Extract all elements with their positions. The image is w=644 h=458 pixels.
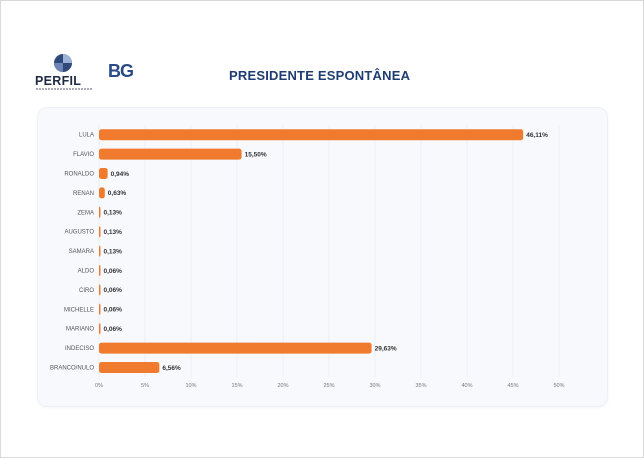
x-tick-label: 25% (323, 383, 334, 389)
bar (99, 303, 101, 315)
value-label: 15,50% (245, 151, 267, 158)
value-label: 0,13% (104, 210, 123, 217)
perfil-tagline (36, 88, 92, 90)
value-label: 0,63% (108, 190, 127, 197)
bg-logo-text: BG (108, 61, 133, 81)
perfil-wordmark: PERFIL (35, 74, 82, 88)
bar (99, 148, 242, 160)
perfil-globe-icon (54, 54, 72, 72)
value-label: 0,06% (104, 326, 123, 333)
x-tick-label: 50% (553, 383, 564, 389)
value-label: 0,06% (104, 307, 123, 314)
category-label: CIRO (79, 288, 94, 294)
bar (99, 129, 524, 141)
bar (99, 245, 101, 257)
x-tick-label: 10% (185, 383, 196, 389)
bar (99, 284, 101, 296)
category-label: ALDO (78, 269, 95, 275)
bar (99, 362, 160, 373)
x-tick-label: 45% (507, 383, 518, 389)
bar (99, 323, 101, 335)
bar (99, 265, 101, 276)
value-label: 0,06% (104, 287, 123, 294)
value-label: 0,13% (104, 248, 123, 255)
category-label: FLAVIO (73, 152, 94, 158)
x-tick-label: 0% (95, 383, 103, 389)
category-label: SAMARA (69, 249, 94, 255)
category-label: BRANCO/NULO (50, 366, 94, 372)
category-label: LULA (79, 133, 94, 139)
bar (99, 226, 101, 238)
bar (99, 342, 372, 354)
value-label: 46,11% (526, 132, 548, 139)
x-tick-label: 5% (141, 383, 149, 389)
value-label: 29,63% (375, 345, 397, 352)
value-label: 6,56% (162, 365, 181, 372)
perfil-logo: PERFIL (35, 53, 93, 93)
category-label: MARIANO (66, 327, 94, 333)
category-label: ZEMA (77, 210, 94, 216)
category-label: MICHELLE (64, 307, 94, 313)
bar (99, 168, 108, 179)
value-label: 0,13% (104, 229, 123, 236)
category-label: AUGUSTO (64, 230, 94, 236)
category-label: RENAN (73, 191, 94, 197)
bar (99, 206, 101, 218)
value-label: 0,94% (111, 171, 130, 178)
x-tick-label: 35% (415, 383, 426, 389)
x-tick-label: 30% (369, 383, 380, 389)
chart-title: PRESIDENTE ESPONTÂNEA (229, 68, 411, 83)
bar (99, 187, 105, 199)
category-label: RONALDO (64, 172, 94, 178)
x-tick-label: 20% (277, 383, 288, 389)
value-label: 0,06% (104, 268, 123, 275)
x-tick-label: 15% (231, 383, 242, 389)
category-label: INDECISO (65, 346, 94, 352)
bg-logo: BG (108, 61, 134, 81)
x-tick-label: 40% (461, 383, 472, 389)
